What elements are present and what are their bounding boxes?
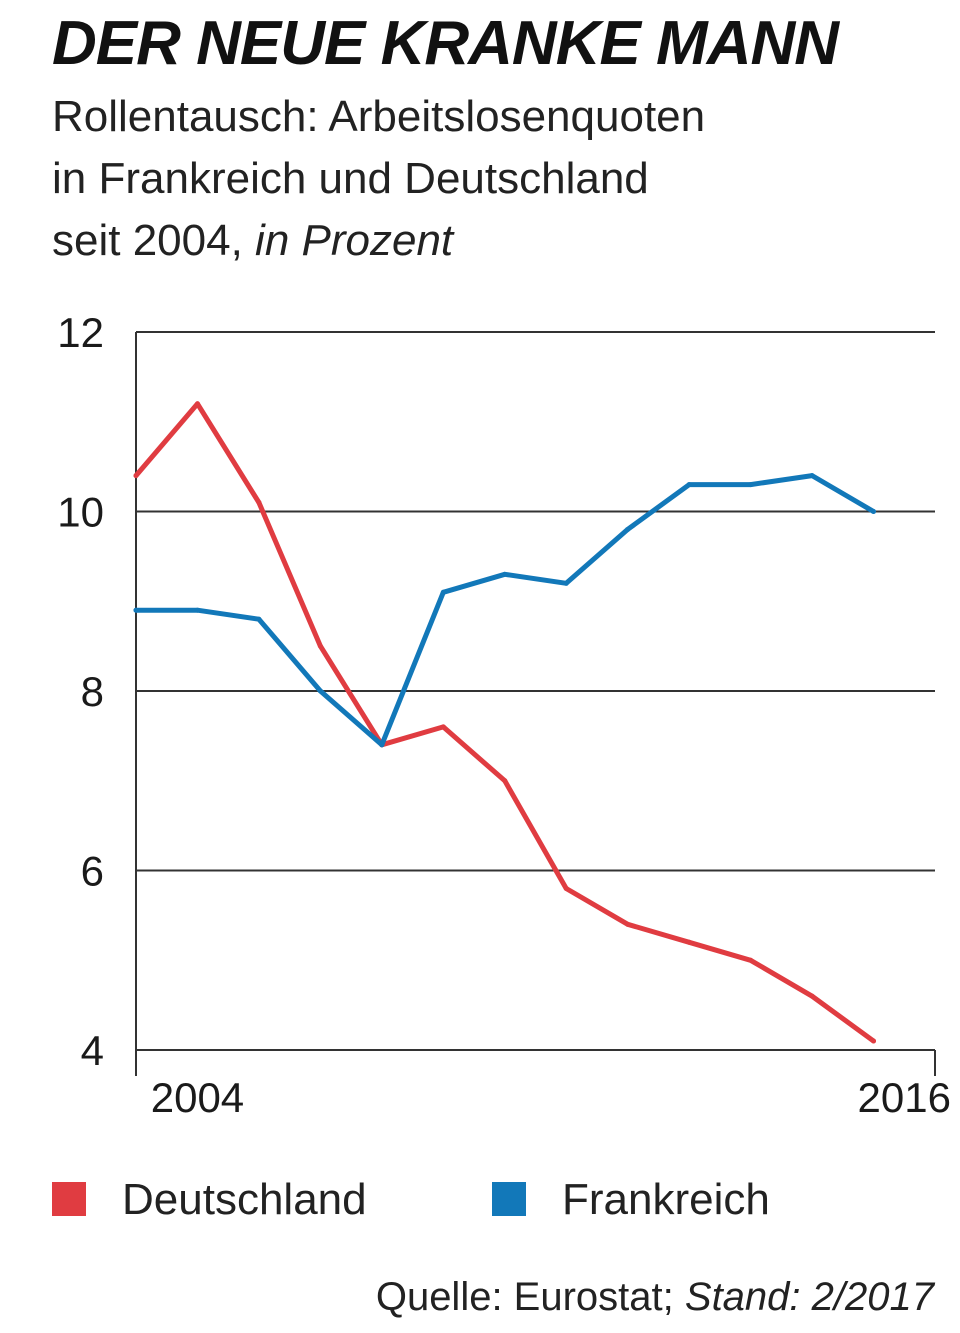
- data-point-frankreich-4: [379, 742, 385, 748]
- data-point-deutschland-7: [563, 885, 569, 891]
- data-point-deutschland-12: [871, 1038, 877, 1044]
- data-point-frankreich-1: [194, 607, 200, 613]
- data-point-frankreich-8: [625, 526, 631, 532]
- data-point-deutschland-5: [440, 724, 446, 730]
- source-text: Quelle: Eurostat;: [375, 1275, 674, 1319]
- data-point-deutschland-10: [748, 957, 754, 963]
- subtitle-unit: in Prozent: [255, 216, 454, 265]
- chart-title: DER NEUE KRANKE MANN: [52, 9, 839, 78]
- data-point-frankreich-9: [686, 482, 692, 488]
- subtitle-line-2: in Frankreich und Deutschland: [52, 154, 649, 203]
- data-point-frankreich-11: [809, 473, 815, 479]
- data-point-frankreich-10: [748, 482, 754, 488]
- y-tick-label-8: 8: [81, 668, 104, 715]
- y-tick-label-4: 4: [81, 1027, 104, 1074]
- legend-label-deutschland: Deutschland: [122, 1175, 367, 1224]
- series-line-deutschland: [133, 401, 876, 1044]
- chart-subtitle: Rollentausch: Arbeitslosenquoten in Fran…: [52, 86, 932, 272]
- source-note: Quelle: Eurostat; Stand: 2/2017: [376, 1272, 934, 1322]
- data-point-deutschland-2: [256, 500, 262, 506]
- data-point-deutschland-8: [625, 921, 631, 927]
- legend-label-frankreich: Frankreich: [562, 1175, 770, 1224]
- line-chart: 4 6 8 10 12 2004 2016: [57, 309, 951, 1121]
- data-point-frankreich-2: [256, 616, 262, 622]
- data-point-deutschland-3: [317, 643, 323, 649]
- data-point-frankreich-7: [563, 580, 569, 586]
- stand-date: Stand: 2/2017: [684, 1275, 934, 1319]
- data-point-deutschland-0: [133, 473, 139, 479]
- x-tick-label-2004: 2004: [151, 1074, 244, 1121]
- x-tick-label-2016: 2016: [858, 1074, 951, 1121]
- subtitle-line-1: Rollentausch: Arbeitslosenquoten: [52, 92, 706, 141]
- data-point-frankreich-0: [133, 607, 139, 613]
- data-point-deutschland-11: [809, 993, 815, 999]
- legend-swatch-frankreich: [492, 1182, 526, 1216]
- y-tick-label-12: 12: [57, 309, 104, 356]
- data-point-deutschland-6: [502, 778, 508, 784]
- data-point-frankreich-12: [871, 509, 877, 514]
- data-point-deutschland-9: [686, 939, 692, 945]
- data-point-frankreich-6: [502, 571, 508, 577]
- y-tick-label-10: 10: [57, 489, 104, 536]
- data-point-frankreich-5: [440, 589, 446, 595]
- y-tick-label-6: 6: [81, 848, 104, 895]
- data-point-frankreich-3: [317, 688, 323, 694]
- series-line-frankreich: [133, 473, 876, 748]
- data-point-deutschland-1: [194, 401, 200, 407]
- legend-swatch-deutschland: [52, 1182, 86, 1216]
- subtitle-line-3: seit 2004,: [52, 216, 243, 265]
